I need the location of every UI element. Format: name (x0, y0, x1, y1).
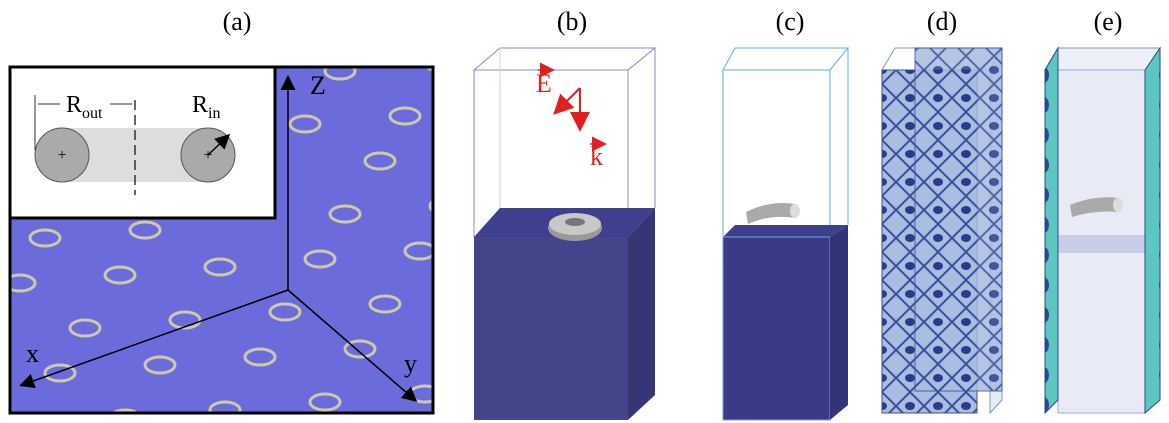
label: R (192, 92, 208, 118)
panel-d (882, 48, 1002, 413)
panel-label: (e) (1094, 7, 1123, 36)
wave-vector-label: k (590, 142, 603, 171)
center-mark: + (203, 147, 212, 164)
axis-label: x (26, 339, 39, 368)
field-label: E (536, 69, 552, 98)
panel-label: (d) (927, 7, 957, 36)
panel-b: E k (474, 48, 655, 420)
panel-label: (a) (223, 7, 252, 36)
panel-c (723, 48, 848, 420)
label: R (66, 92, 82, 118)
panel-e (1045, 48, 1160, 413)
panel-label: (c) (776, 7, 805, 36)
subscript: in (208, 105, 220, 122)
ring (425, 55, 455, 71)
panel-label: (b) (557, 7, 587, 36)
axis-label: Z (310, 71, 326, 100)
figure: (a) (b) (c) (d) (e) Z x y + + Rout Rin E (0, 0, 1169, 423)
axis-label: y (404, 349, 417, 378)
subscript: out (82, 105, 103, 122)
center-mark: + (57, 147, 66, 164)
